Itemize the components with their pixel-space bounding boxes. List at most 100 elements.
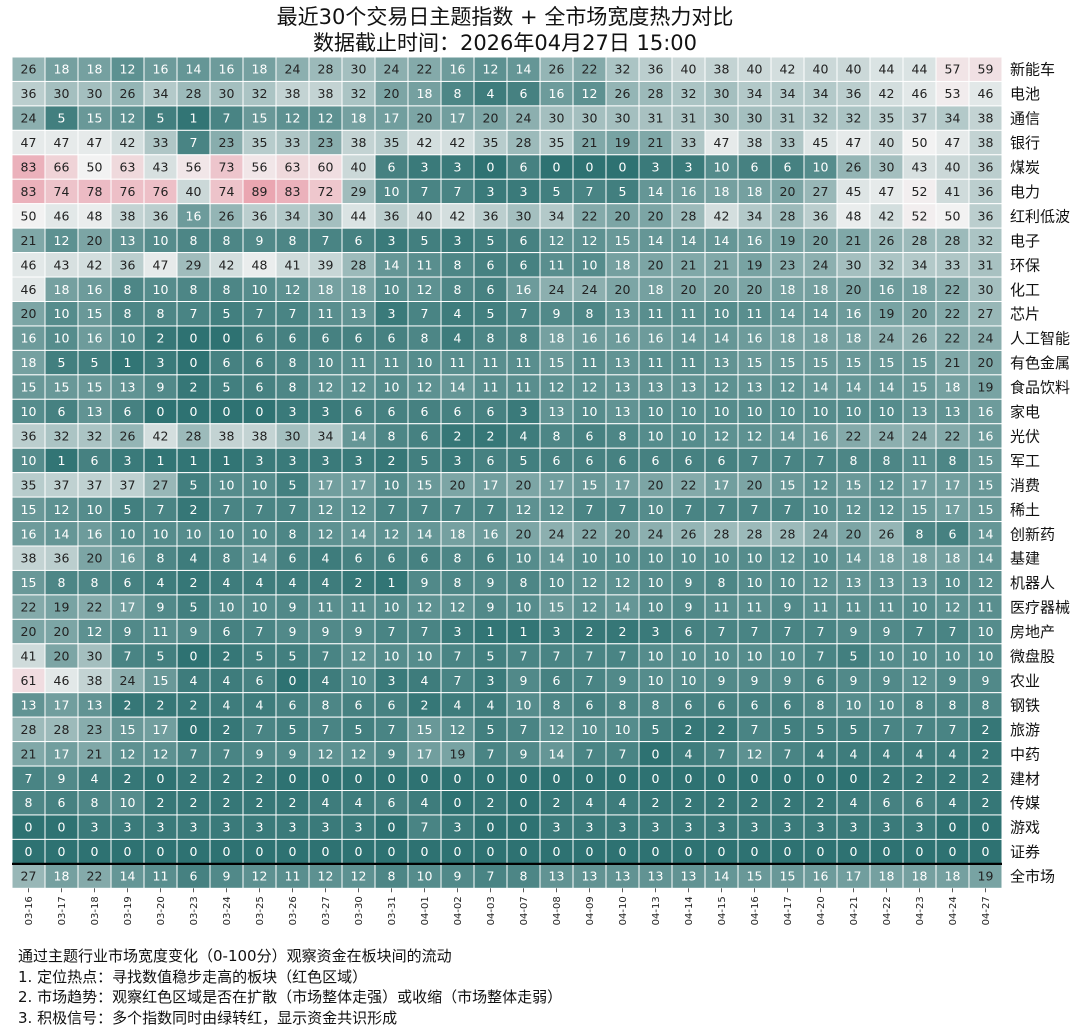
heatmap-cell-value: 10 bbox=[153, 282, 169, 297]
heatmap-cell bbox=[407, 741, 442, 767]
x-tick-label: 03-19 bbox=[123, 896, 134, 925]
heatmap-cell bbox=[539, 276, 574, 302]
heatmap-cell-value: 12 bbox=[615, 575, 631, 590]
heatmap-cell bbox=[902, 716, 937, 743]
heatmap-cell-value: 18 bbox=[912, 551, 928, 566]
heatmap-cell bbox=[539, 203, 574, 229]
heatmap-cell bbox=[572, 56, 607, 82]
heatmap-cell-value: 38 bbox=[978, 111, 994, 126]
heatmap-cell bbox=[11, 618, 46, 645]
heatmap-cell-value: 10 bbox=[648, 575, 664, 590]
heatmap-cell-value: 8 bbox=[289, 355, 297, 370]
heatmap-cell bbox=[902, 643, 937, 669]
heatmap-cell bbox=[407, 276, 442, 302]
heatmap-cell bbox=[44, 105, 79, 131]
heatmap-cell-value: 10 bbox=[978, 624, 994, 639]
heatmap-cell bbox=[572, 643, 607, 669]
heatmap-cell bbox=[242, 80, 277, 107]
heatmap-cell bbox=[638, 227, 673, 254]
heatmap-cell bbox=[803, 765, 838, 791]
heatmap-cell-value: 26 bbox=[912, 331, 928, 346]
heatmap-cell-value: 10 bbox=[747, 575, 763, 590]
heatmap-cell bbox=[374, 863, 409, 889]
heatmap-cell-value: 60 bbox=[318, 160, 334, 175]
heatmap-cell bbox=[143, 521, 178, 547]
heatmap-cell-value: 14 bbox=[813, 306, 829, 321]
heatmap-cell-value: 38 bbox=[219, 428, 235, 443]
heatmap-cell-value: 10 bbox=[681, 428, 697, 443]
heatmap-cell-value: 0 bbox=[58, 820, 66, 835]
heatmap-cell bbox=[11, 178, 46, 205]
heatmap-cell-value: 10 bbox=[714, 404, 730, 419]
heatmap-cell-value: 9 bbox=[553, 306, 561, 321]
heatmap-cell-value: 15 bbox=[978, 502, 994, 517]
heatmap-cell bbox=[836, 325, 871, 351]
heatmap-cell-value: 0 bbox=[223, 844, 231, 859]
heatmap-cell bbox=[737, 545, 772, 571]
heatmap-cell bbox=[968, 838, 1003, 865]
heatmap-cell-value: 0 bbox=[718, 771, 726, 786]
heatmap-cell-value: 42 bbox=[87, 257, 103, 272]
heatmap-cell bbox=[935, 178, 970, 205]
heatmap-cell-value: 6 bbox=[454, 404, 462, 419]
heatmap-cell-value: 26 bbox=[879, 526, 895, 541]
heatmap-cell-value: 24 bbox=[549, 526, 565, 541]
heatmap-cell bbox=[341, 496, 376, 523]
heatmap-cell-value: 10 bbox=[252, 282, 268, 297]
heatmap-cell-value: 28 bbox=[186, 428, 202, 443]
heatmap-cell bbox=[242, 472, 277, 498]
heatmap-cell-value: 22 bbox=[945, 331, 961, 346]
heatmap-cell-value: 2 bbox=[916, 771, 924, 786]
heatmap-cell-value: 4 bbox=[850, 746, 858, 761]
heatmap-cell-value: 13 bbox=[582, 869, 598, 884]
heatmap-cell-value: 38 bbox=[714, 62, 730, 77]
x-tick-label: 04-24 bbox=[948, 896, 959, 925]
heatmap-cell-value: 29 bbox=[351, 184, 367, 199]
heatmap-cell bbox=[209, 814, 244, 840]
heatmap-cell-value: 0 bbox=[520, 820, 528, 835]
heatmap-cell-value: 0 bbox=[25, 820, 33, 835]
heatmap-cell-value: 22 bbox=[582, 208, 598, 223]
heatmap-cell bbox=[539, 741, 574, 767]
heatmap-cell-value: 1 bbox=[520, 624, 528, 639]
heatmap-cell-value: 6 bbox=[883, 795, 891, 810]
row-label: 证券 bbox=[1010, 843, 1040, 861]
heatmap-cell-value: 13 bbox=[846, 575, 862, 590]
heatmap-cell-value: 4 bbox=[487, 697, 495, 712]
heatmap-cell bbox=[143, 594, 178, 620]
heatmap-cell-value: 2 bbox=[817, 795, 825, 810]
heatmap-cell bbox=[44, 301, 79, 327]
heatmap-cell bbox=[176, 374, 211, 400]
heatmap-cell-value: 22 bbox=[21, 600, 37, 615]
heatmap-cell bbox=[803, 301, 838, 327]
heatmap-cell-value: 24 bbox=[120, 673, 136, 688]
heatmap-cell-value: 23 bbox=[87, 722, 103, 737]
heatmap-cell-value: 12 bbox=[120, 111, 136, 126]
heatmap-cell-value: 8 bbox=[520, 869, 528, 884]
heatmap-cell-value: 4 bbox=[355, 795, 363, 810]
heatmap-cell bbox=[935, 325, 970, 351]
heatmap-cell bbox=[11, 203, 46, 229]
heatmap-cell-value: 6 bbox=[124, 404, 132, 419]
heatmap-cell-value: 0 bbox=[982, 844, 990, 859]
heatmap-cell-value: 16 bbox=[21, 526, 37, 541]
heatmap-cell bbox=[968, 203, 1003, 229]
heatmap-cell-value: 11 bbox=[384, 355, 400, 370]
heatmap-cell-value: 14 bbox=[714, 331, 730, 346]
heatmap-cell bbox=[407, 374, 442, 400]
heatmap-cell-value: 4 bbox=[223, 673, 231, 688]
heatmap-cell bbox=[737, 496, 772, 523]
heatmap-cell bbox=[671, 545, 706, 571]
heatmap-cell-value: 6 bbox=[619, 453, 627, 468]
heatmap-cell bbox=[308, 545, 343, 571]
heatmap-cell-value: 14 bbox=[450, 380, 466, 395]
heatmap-cell bbox=[275, 545, 310, 571]
heatmap-cell-value: 19 bbox=[747, 257, 763, 272]
x-tick-label: 04-15 bbox=[717, 896, 728, 925]
heatmap-cell bbox=[110, 643, 145, 669]
heatmap-cell-value: 6 bbox=[388, 697, 396, 712]
heatmap-cell-value: 8 bbox=[718, 575, 726, 590]
heatmap-cell-value: 34 bbox=[153, 86, 169, 101]
heatmap-cell-value: 36 bbox=[978, 160, 994, 175]
heatmap-cell bbox=[143, 716, 178, 743]
